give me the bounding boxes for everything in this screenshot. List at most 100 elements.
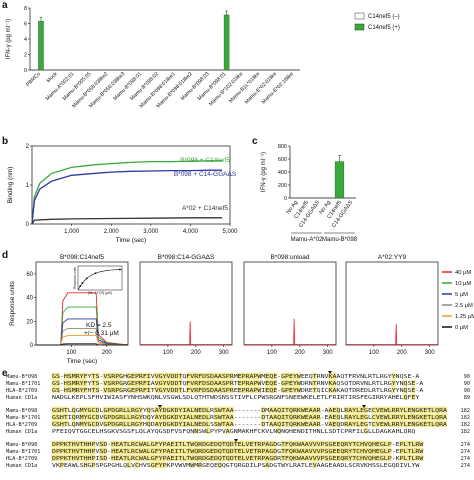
e-conserved-highlight xyxy=(174,420,179,428)
e-conserved-highlight xyxy=(438,406,443,414)
e-conserved-highlight xyxy=(423,413,428,421)
e-conserved-highlight xyxy=(193,427,199,435)
e-conserved-highlight xyxy=(189,379,195,387)
e-conserved-highlight xyxy=(265,447,270,455)
e-conserved-highlight xyxy=(411,379,416,387)
e-sequence: GS-HSMRYFHTS-VSRPGRGEPRFITVGYVDDTLFVRFDS… xyxy=(52,388,424,394)
d-subplot-title: B*098:C14-GGAΔS xyxy=(158,254,215,261)
e-conserved-highlight xyxy=(126,406,131,414)
e-conserved-highlight xyxy=(186,413,191,421)
e-conserved-highlight xyxy=(292,379,297,387)
e-conserved-highlight xyxy=(403,440,408,448)
e-conserved-highlight xyxy=(186,454,191,462)
e-sequence-name: HLA-B*2709 xyxy=(6,456,37,462)
e-conserved-highlight xyxy=(79,447,84,455)
e-conserved-highlight xyxy=(138,447,143,455)
e-conserved-highlight xyxy=(300,413,305,421)
e-conserved-highlight xyxy=(375,447,380,455)
e-conserved-highlight xyxy=(209,440,214,448)
e-conserved-highlight xyxy=(59,454,64,462)
e-conserved-highlight xyxy=(83,454,88,462)
a-legend-swatch xyxy=(354,23,365,31)
e-conserved-highlight xyxy=(328,386,333,394)
e-conserved-highlight xyxy=(162,420,167,428)
e-conserved-highlight xyxy=(110,413,116,421)
e-conserved-highlight xyxy=(130,406,135,414)
e-conserved-highlight xyxy=(257,440,262,448)
e-conserved-highlight xyxy=(107,413,112,421)
e-conserved-highlight xyxy=(399,447,404,455)
e-conserved-highlight xyxy=(114,413,120,421)
e-conserved-highlight xyxy=(122,420,127,428)
e-conserved-highlight xyxy=(134,420,139,428)
e-conserved-highlight xyxy=(55,386,60,394)
e-conserved-highlight xyxy=(253,372,258,380)
e-conserved-highlight xyxy=(201,372,206,380)
panel-letter-c: c xyxy=(252,136,258,147)
e-conserved-highlight xyxy=(355,420,360,428)
e-conserved-highlight xyxy=(83,461,88,469)
e-conserved-highlight xyxy=(332,440,337,448)
e-conserved-highlight xyxy=(403,413,408,421)
e-conserved-highlight xyxy=(201,454,206,462)
e-conserved-highlight xyxy=(253,440,258,448)
e-conserved-highlight xyxy=(63,440,68,448)
e-conserved-highlight xyxy=(237,447,242,455)
e-conserved-highlight xyxy=(272,420,278,428)
e-conserved-highlight xyxy=(399,440,404,448)
e-conserved-highlight xyxy=(51,406,56,414)
e-conserved-highlight xyxy=(320,454,325,462)
e-conserved-highlight xyxy=(205,447,210,455)
e-conserved-highlight xyxy=(213,372,218,380)
e-conserved-highlight xyxy=(288,379,293,387)
e-conserved-highlight xyxy=(304,406,309,414)
e-conserved-highlight xyxy=(150,454,155,462)
e-conserved-highlight xyxy=(63,406,68,414)
e-conserved-highlight xyxy=(126,413,131,421)
e-conserved-highlight xyxy=(316,413,321,421)
e-conserved-highlight xyxy=(332,406,337,414)
e-conserved-highlight xyxy=(419,454,424,462)
a-y-tick-label: 2 xyxy=(24,53,27,59)
e-conserved-highlight xyxy=(126,461,131,469)
d-kd-value: KD = 2.5 xyxy=(86,322,112,329)
e-conserved-highlight xyxy=(130,420,135,428)
e-conserved-highlight xyxy=(261,406,266,414)
e-conserved-highlight xyxy=(142,379,147,387)
e-conserved-highlight xyxy=(107,379,112,387)
e-conserved-highlight xyxy=(363,413,368,421)
e-conserved-highlight xyxy=(103,454,108,462)
d-legend-label: 2.5 μM xyxy=(455,303,473,309)
e-conserved-highlight xyxy=(407,447,412,455)
e-conserved-highlight xyxy=(126,372,131,380)
e-conserved-highlight xyxy=(387,406,392,414)
e-residue-number: 274 xyxy=(461,442,470,448)
e-conserved-highlight xyxy=(166,379,171,387)
e-conserved-highlight xyxy=(189,461,195,469)
c-group-label: Mamu-A*02 xyxy=(291,237,323,243)
e-conserved-highlight xyxy=(272,372,278,380)
e-residue-number: 274 xyxy=(461,463,470,469)
e-conserved-highlight xyxy=(138,440,143,448)
e-conserved-highlight xyxy=(134,406,139,414)
e-conserved-highlight xyxy=(122,413,127,421)
e-conserved-highlight xyxy=(217,461,222,469)
e-conserved-highlight xyxy=(225,454,230,462)
e-conserved-highlight xyxy=(383,406,388,414)
e-conserved-highlight xyxy=(91,440,96,448)
e-sequence: GS-HSMRYFYTS-VSRPGRGEPRFIAVGYVDDTQFVRFDS… xyxy=(52,381,424,387)
d-x-tick-label: 100 xyxy=(66,350,77,356)
d-inset-point xyxy=(85,277,88,280)
e-conserved-highlight xyxy=(118,420,123,428)
e-conserved-highlight xyxy=(75,454,80,462)
e-conserved-highlight xyxy=(411,447,416,455)
e-conserved-highlight xyxy=(79,372,84,380)
e-conserved-highlight xyxy=(225,406,230,414)
e-conserved-highlight xyxy=(67,440,72,448)
e-conserved-highlight xyxy=(83,447,88,455)
e-conserved-highlight xyxy=(134,372,139,380)
e-conserved-highlight xyxy=(110,386,116,394)
e-conserved-highlight xyxy=(51,420,56,428)
e-conserved-highlight xyxy=(253,447,258,455)
e-residue-number: 89 xyxy=(464,395,470,401)
